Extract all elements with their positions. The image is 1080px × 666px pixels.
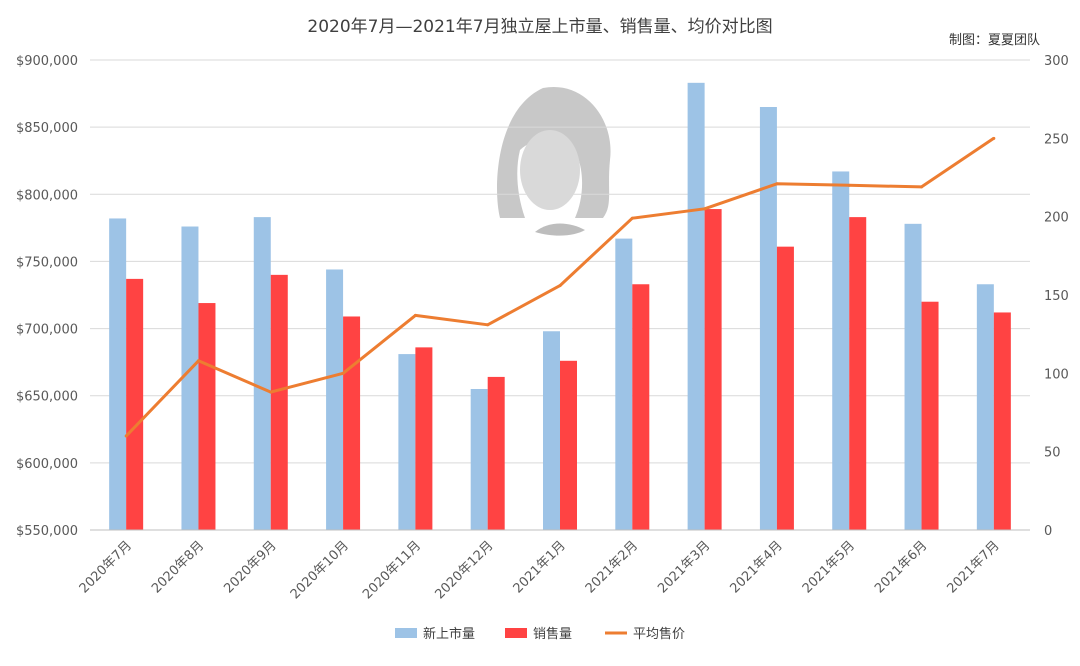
legend-swatch	[505, 628, 527, 638]
line-point	[341, 371, 345, 375]
left-axis: $550,000 $600,000 $650,000 $700,000 $750,000…	[16, 54, 78, 539]
legend-label: 新上市量	[423, 626, 475, 642]
left-tick-label: $800,000	[16, 188, 78, 203]
bar-sales	[921, 301, 939, 530]
watermark-portrait	[497, 86, 611, 236]
legend: 新上市量 销售量 平均售价	[395, 626, 685, 642]
bar-sales	[993, 312, 1011, 530]
right-tick-label: 150	[1044, 289, 1069, 304]
bar-sales	[776, 246, 794, 530]
line-point	[196, 359, 200, 363]
line-point	[920, 185, 924, 189]
bar-sales	[704, 209, 722, 531]
right-tick-label: 100	[1044, 367, 1069, 382]
left-tick-label: $900,000	[16, 54, 78, 69]
line-point	[124, 434, 128, 438]
bar-sales	[415, 347, 433, 530]
chart-credit: 制图：夏夏团队	[949, 33, 1040, 48]
bar-sales	[632, 284, 650, 530]
bar-new-listings	[687, 82, 705, 530]
bar-new-listings	[904, 223, 922, 531]
bar-sales	[343, 316, 361, 530]
line-point	[558, 284, 562, 288]
right-tick-label: 300	[1044, 54, 1069, 69]
bar-sales	[270, 274, 288, 530]
bar-new-listings	[326, 269, 344, 530]
left-tick-label: $850,000	[16, 121, 78, 136]
bar-sales	[560, 360, 577, 530]
left-tick-label: $700,000	[16, 323, 78, 338]
left-tick-label: $600,000	[16, 457, 78, 472]
right-tick-label: 200	[1044, 211, 1069, 226]
line-point	[847, 183, 851, 187]
bar-new-listings	[543, 331, 560, 530]
right-tick-label: 50	[1044, 446, 1061, 461]
bar-new-listings	[253, 217, 271, 530]
legend-swatch	[395, 628, 417, 638]
left-tick-label: $550,000	[16, 524, 78, 539]
bar-new-listings	[615, 238, 633, 530]
bar-sales	[126, 278, 144, 530]
bar-new-listings	[470, 389, 488, 530]
bar-new-listings	[832, 171, 850, 530]
left-tick-label: $650,000	[16, 390, 78, 405]
right-axis: 0 50 100 150 200 250 300	[1044, 54, 1069, 539]
bar-sales	[849, 217, 867, 530]
line-point	[630, 216, 634, 220]
bar-new-listings	[976, 284, 994, 530]
right-tick-label: 0	[1044, 524, 1052, 539]
line-point	[269, 390, 273, 394]
bar-new-listings	[109, 218, 127, 530]
line-point	[775, 182, 779, 186]
bars	[109, 82, 1011, 531]
chart-title: 2020年7月—2021年7月独立屋上市量、销售量、均价对比图	[307, 17, 772, 37]
line-point	[413, 313, 417, 317]
legend-label: 平均售价	[633, 626, 685, 642]
bar-sales	[487, 376, 505, 530]
bar-new-listings	[759, 107, 777, 530]
legend-label: 销售量	[533, 626, 572, 642]
left-tick-label: $750,000	[16, 255, 78, 270]
bar-sales	[198, 303, 216, 530]
line-point	[486, 323, 490, 327]
average-price-line	[124, 136, 996, 438]
right-tick-label: 250	[1044, 132, 1069, 147]
bar-new-listings	[398, 354, 416, 530]
line-point	[992, 136, 996, 140]
line-point	[703, 207, 707, 211]
bar-new-listings	[181, 226, 199, 530]
